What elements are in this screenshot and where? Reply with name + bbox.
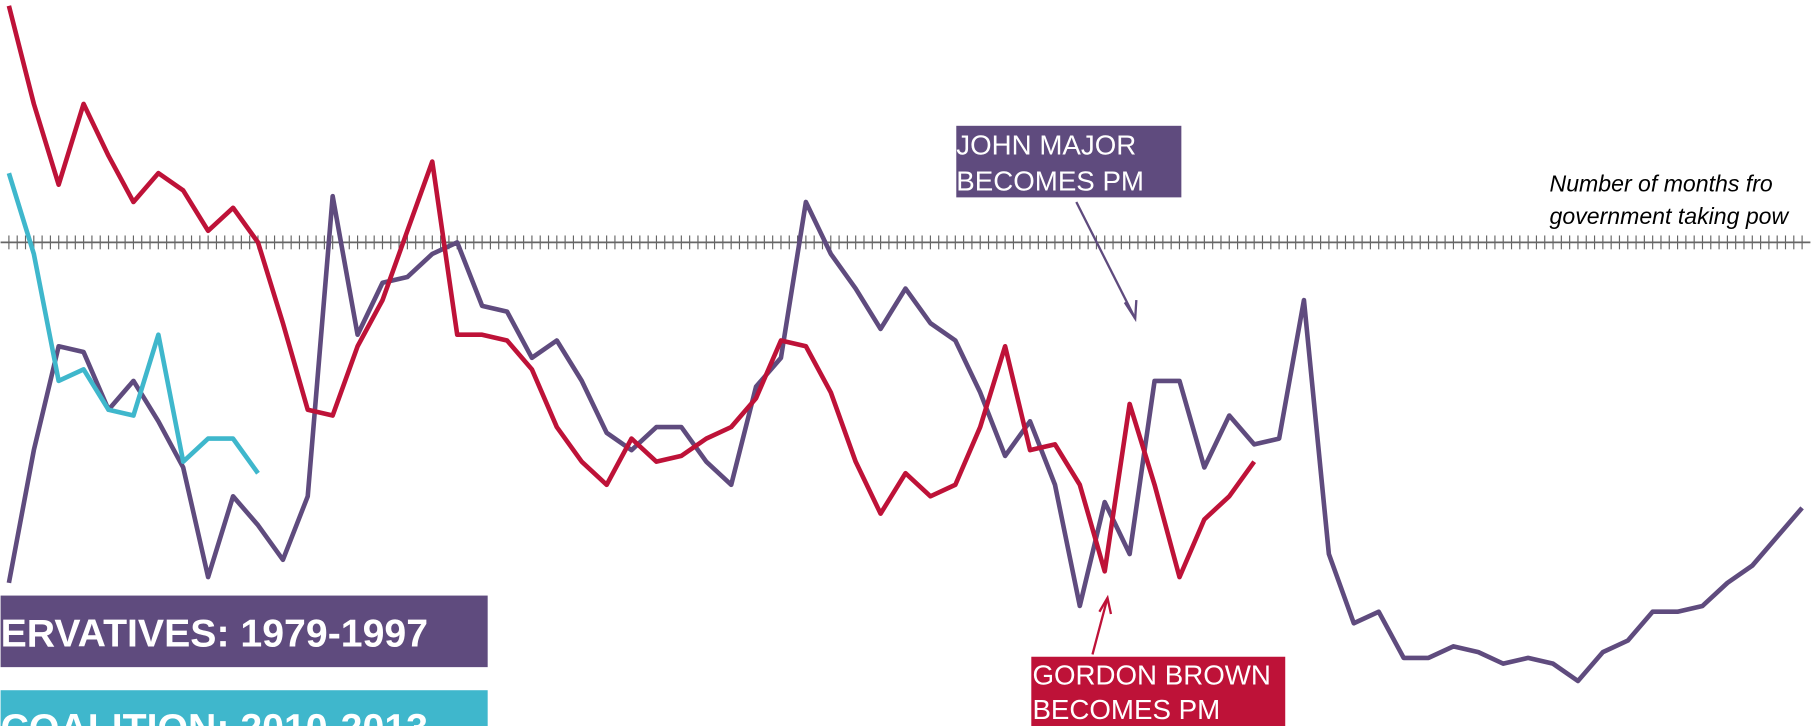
axis-label: Number of months fro <box>1550 171 1773 197</box>
annotation: BECOMES PM <box>956 165 1144 196</box>
annotation: GORDON BROWN <box>1032 659 1270 690</box>
annotation-box <box>1031 656 1286 726</box>
axis-label: government taking pow <box>1550 203 1790 229</box>
series-line <box>6 172 260 475</box>
annotation-box <box>956 125 1182 198</box>
series-line <box>6 193 1804 684</box>
series-line <box>6 5 1257 580</box>
legend-label: ERVATIVES: 1979-1997 <box>1 611 428 655</box>
arrow <box>1075 201 1137 320</box>
legend-label: COALITION: 2010-2013 <box>1 706 428 726</box>
legend-box <box>0 595 488 668</box>
arrow-head <box>1123 300 1138 323</box>
lines <box>6 5 1804 684</box>
legend-box <box>0 690 488 726</box>
annotation: JOHN MAJOR <box>956 130 1136 161</box>
arrow <box>1091 597 1109 655</box>
arrow-head <box>1098 594 1113 615</box>
x-axis <box>0 235 1811 250</box>
annotation: BECOMES PM <box>1032 694 1220 725</box>
